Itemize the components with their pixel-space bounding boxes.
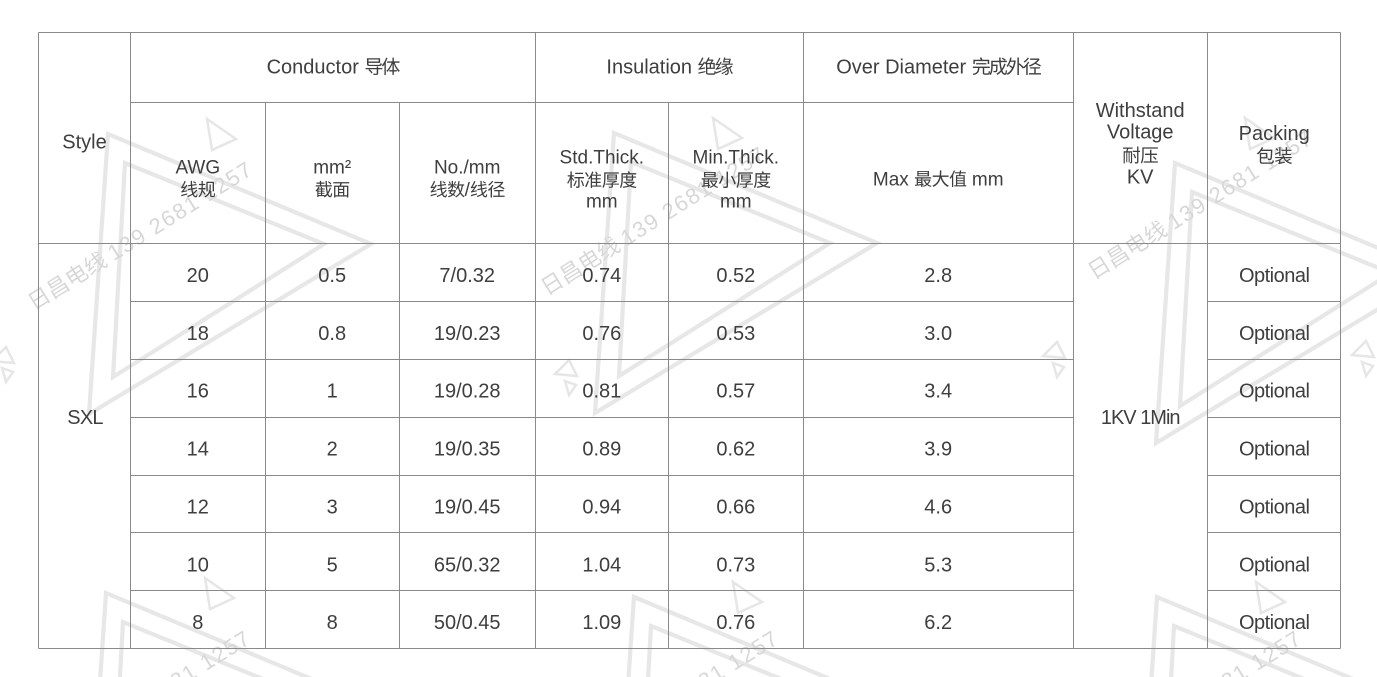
- svg-text:5: 5: [327, 554, 338, 576]
- svg-text:Insulation: Insulation: [606, 57, 692, 79]
- svg-text:16: 16: [187, 381, 209, 403]
- svg-text:4.6: 4.6: [924, 496, 952, 518]
- svg-text:20: 20: [187, 265, 209, 287]
- svg-text:0.5: 0.5: [318, 265, 346, 287]
- svg-text:Optional: Optional: [1239, 323, 1310, 345]
- svg-text:No./mm: No./mm: [434, 157, 501, 178]
- svg-text:2.8: 2.8: [924, 265, 952, 287]
- svg-text:6.2: 6.2: [924, 612, 952, 634]
- svg-text:Voltage: Voltage: [1107, 122, 1174, 144]
- svg-text:3.9: 3.9: [924, 439, 952, 461]
- svg-text:0.57: 0.57: [716, 381, 755, 403]
- svg-text:0.62: 0.62: [716, 439, 755, 461]
- svg-text:Max: Max: [873, 170, 909, 191]
- svg-text:mm: mm: [972, 170, 1004, 191]
- svg-text:3.0: 3.0: [924, 323, 952, 345]
- svg-text:mm²: mm²: [313, 157, 351, 178]
- svg-text:1KV 1Min: 1KV 1Min: [1101, 407, 1180, 429]
- svg-text:Over Diameter: Over Diameter: [836, 57, 966, 79]
- svg-text:19/0.45: 19/0.45: [434, 496, 501, 518]
- svg-text:0.74: 0.74: [582, 265, 621, 287]
- svg-text:Optional: Optional: [1239, 496, 1310, 518]
- svg-text:0.52: 0.52: [716, 265, 755, 287]
- svg-text:0.81: 0.81: [582, 381, 621, 403]
- svg-text:0.66: 0.66: [716, 496, 755, 518]
- svg-text:Optional: Optional: [1239, 554, 1310, 576]
- svg-text:Optional: Optional: [1239, 439, 1310, 461]
- svg-text:mm: mm: [586, 191, 618, 212]
- svg-text:1.09: 1.09: [582, 612, 621, 634]
- svg-text:2: 2: [327, 439, 338, 461]
- svg-text:0.73: 0.73: [716, 554, 755, 576]
- svg-text:50/0.45: 50/0.45: [434, 612, 501, 634]
- svg-text:0.53: 0.53: [716, 323, 755, 345]
- svg-text:Withstand: Withstand: [1096, 100, 1185, 122]
- svg-text:12: 12: [187, 496, 209, 518]
- svg-text:10: 10: [187, 554, 209, 576]
- svg-text:19/0.35: 19/0.35: [434, 439, 501, 461]
- svg-text:Conductor: Conductor: [267, 57, 360, 79]
- svg-text:5.3: 5.3: [924, 554, 952, 576]
- svg-text:Style: Style: [62, 132, 106, 154]
- svg-text:18: 18: [187, 323, 209, 345]
- svg-text:1.04: 1.04: [582, 554, 621, 576]
- svg-text:3.4: 3.4: [924, 381, 952, 403]
- svg-text:14: 14: [187, 439, 209, 461]
- svg-text:SXL: SXL: [67, 407, 103, 429]
- svg-text:KV: KV: [1127, 167, 1154, 189]
- svg-text:8: 8: [327, 612, 338, 634]
- svg-text:0.89: 0.89: [582, 439, 621, 461]
- svg-text:Optional: Optional: [1239, 265, 1310, 287]
- svg-text:19/0.28: 19/0.28: [434, 381, 501, 403]
- svg-text:AWG: AWG: [175, 157, 220, 178]
- svg-text:7/0.32: 7/0.32: [439, 265, 495, 287]
- svg-text:Min.Thick.: Min.Thick.: [693, 148, 780, 169]
- svg-text:0.94: 0.94: [582, 496, 621, 518]
- svg-text:mm: mm: [720, 191, 752, 212]
- svg-text:Std.Thick.: Std.Thick.: [560, 148, 644, 169]
- svg-text:/: /: [465, 180, 471, 201]
- svg-text:3: 3: [327, 496, 338, 518]
- svg-text:8: 8: [192, 612, 203, 634]
- svg-text:Packing: Packing: [1239, 123, 1310, 145]
- svg-text:19/0.23: 19/0.23: [434, 323, 501, 345]
- svg-text:Optional: Optional: [1239, 381, 1310, 403]
- svg-text:1: 1: [327, 381, 338, 403]
- svg-text:0.76: 0.76: [716, 612, 755, 634]
- svg-text:0.76: 0.76: [582, 323, 621, 345]
- svg-text:Optional: Optional: [1239, 612, 1310, 634]
- svg-text:0.8: 0.8: [318, 323, 346, 345]
- svg-text:65/0.32: 65/0.32: [434, 554, 501, 576]
